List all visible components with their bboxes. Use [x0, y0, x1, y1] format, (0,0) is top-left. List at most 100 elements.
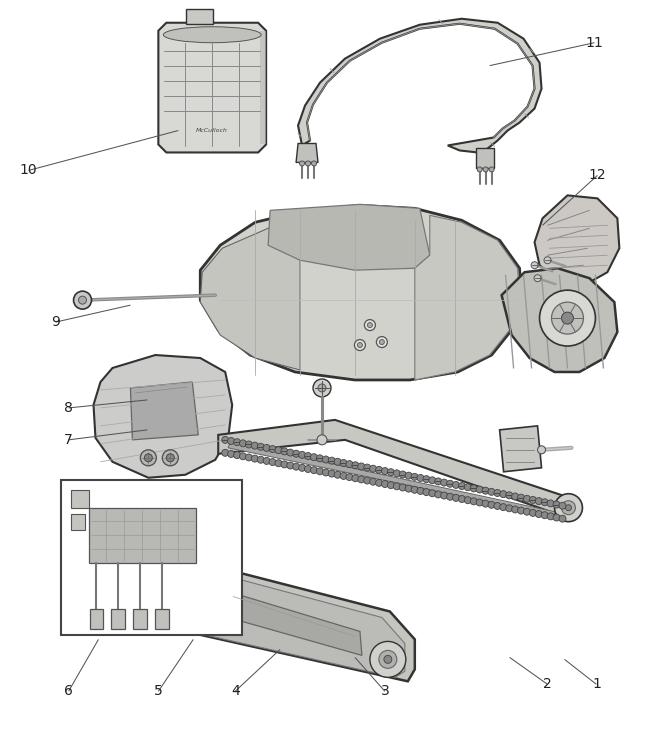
Circle shape [405, 485, 412, 492]
Circle shape [369, 465, 376, 472]
Circle shape [465, 484, 471, 490]
Circle shape [346, 474, 353, 481]
Circle shape [340, 460, 347, 466]
Circle shape [399, 484, 406, 491]
Polygon shape [133, 609, 147, 630]
Circle shape [446, 493, 454, 500]
Circle shape [222, 449, 229, 457]
Circle shape [163, 450, 178, 465]
Polygon shape [165, 559, 415, 682]
Circle shape [452, 482, 459, 488]
Polygon shape [228, 442, 555, 516]
Circle shape [561, 501, 575, 515]
Circle shape [470, 498, 477, 505]
Circle shape [233, 452, 240, 459]
Circle shape [370, 641, 406, 677]
Circle shape [482, 487, 489, 494]
Circle shape [429, 490, 436, 497]
Circle shape [281, 461, 288, 468]
Polygon shape [415, 216, 520, 380]
Circle shape [299, 161, 305, 166]
Circle shape [145, 454, 152, 462]
Circle shape [488, 501, 495, 508]
Circle shape [317, 435, 327, 445]
Circle shape [257, 456, 264, 463]
Polygon shape [500, 426, 542, 472]
Ellipse shape [163, 26, 261, 43]
Circle shape [379, 650, 397, 668]
Circle shape [354, 339, 365, 350]
Circle shape [544, 257, 551, 264]
Circle shape [476, 486, 483, 493]
Circle shape [305, 452, 312, 460]
Polygon shape [186, 9, 213, 23]
Circle shape [376, 466, 382, 474]
Circle shape [553, 514, 560, 521]
Circle shape [382, 481, 388, 487]
Polygon shape [111, 609, 126, 630]
Circle shape [534, 275, 541, 281]
Circle shape [329, 457, 335, 464]
Circle shape [334, 471, 341, 478]
Polygon shape [298, 19, 542, 152]
Circle shape [376, 479, 382, 487]
Polygon shape [158, 23, 266, 152]
Circle shape [518, 507, 525, 514]
Circle shape [352, 462, 359, 469]
Circle shape [310, 454, 318, 460]
Circle shape [446, 480, 454, 487]
Polygon shape [93, 355, 232, 478]
Circle shape [500, 490, 507, 498]
Circle shape [340, 473, 347, 479]
Circle shape [269, 446, 276, 452]
Circle shape [477, 167, 482, 172]
Circle shape [423, 476, 430, 482]
Polygon shape [535, 196, 619, 285]
Circle shape [411, 474, 418, 480]
Circle shape [561, 312, 573, 324]
Circle shape [384, 655, 392, 663]
Circle shape [364, 464, 371, 471]
Circle shape [305, 465, 312, 473]
Circle shape [411, 486, 418, 493]
Circle shape [524, 496, 531, 502]
Circle shape [222, 436, 229, 443]
Circle shape [465, 497, 471, 504]
Circle shape [512, 506, 518, 513]
Circle shape [494, 502, 501, 509]
Circle shape [393, 470, 400, 477]
Text: 4: 4 [231, 685, 240, 699]
Text: 1: 1 [592, 677, 601, 691]
Circle shape [312, 161, 316, 166]
Text: 3: 3 [380, 685, 389, 699]
Circle shape [540, 290, 596, 346]
Polygon shape [170, 567, 405, 677]
Circle shape [369, 478, 376, 485]
Circle shape [379, 339, 384, 345]
Polygon shape [200, 218, 300, 370]
Circle shape [423, 489, 430, 496]
Circle shape [566, 505, 572, 511]
Circle shape [488, 488, 495, 496]
Circle shape [358, 463, 365, 470]
Circle shape [388, 482, 395, 489]
Circle shape [251, 455, 259, 462]
Circle shape [281, 448, 288, 455]
Polygon shape [268, 205, 430, 270]
Circle shape [275, 446, 282, 454]
Circle shape [458, 482, 465, 490]
Circle shape [551, 302, 583, 334]
FancyBboxPatch shape [61, 480, 242, 635]
Polygon shape [502, 268, 618, 372]
Circle shape [246, 441, 252, 448]
Polygon shape [89, 609, 104, 630]
Circle shape [458, 496, 465, 503]
Circle shape [73, 291, 91, 309]
Circle shape [405, 472, 412, 479]
Circle shape [227, 438, 235, 444]
Circle shape [367, 323, 373, 328]
Circle shape [524, 508, 531, 515]
Circle shape [352, 475, 359, 482]
Polygon shape [296, 144, 318, 163]
Circle shape [334, 458, 341, 465]
